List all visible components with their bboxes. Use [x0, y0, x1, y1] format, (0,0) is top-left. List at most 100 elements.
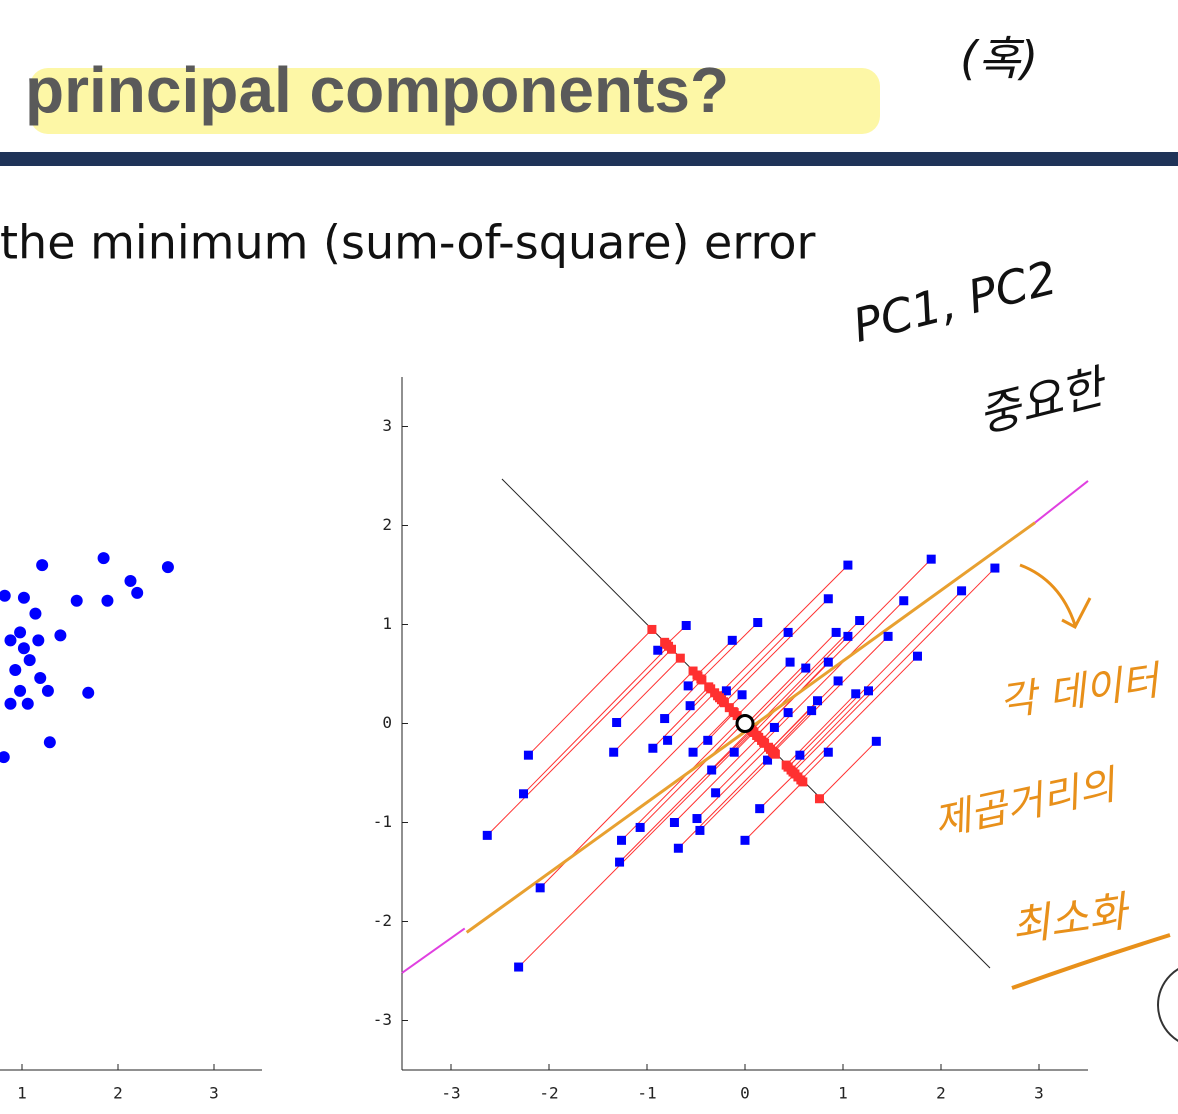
point	[863, 686, 873, 696]
point	[482, 830, 492, 840]
series-line	[401, 927, 466, 974]
annotation: 각 데이터	[997, 657, 1166, 725]
point	[843, 560, 853, 570]
point	[675, 653, 685, 663]
annotation: 최소화	[1008, 886, 1133, 951]
point	[833, 676, 843, 686]
point	[807, 706, 817, 716]
point	[813, 696, 823, 706]
point	[683, 681, 693, 691]
point	[663, 735, 673, 745]
annotation: PC1, PC2	[848, 250, 1062, 353]
projection-line	[692, 711, 734, 753]
arrow	[1019, 563, 1092, 630]
point	[912, 651, 922, 661]
projection-line	[652, 688, 712, 749]
slide-title: principal components?	[25, 54, 729, 126]
x-tick-label: -2	[539, 1084, 558, 1103]
point	[669, 818, 679, 827]
point	[17, 642, 30, 655]
projection-line	[696, 746, 769, 819]
point	[740, 835, 750, 845]
point	[70, 594, 83, 607]
projection-line	[756, 558, 932, 736]
x-tick-label: 3	[209, 1084, 219, 1103]
projection-line	[763, 600, 905, 743]
point	[763, 755, 773, 765]
projection-line	[773, 636, 889, 753]
point	[707, 765, 717, 775]
point	[514, 962, 524, 972]
point	[703, 735, 713, 745]
projection-line	[707, 712, 735, 741]
point	[711, 788, 721, 798]
point	[673, 843, 683, 853]
series-line	[1034, 480, 1089, 524]
point	[161, 561, 174, 574]
stamp	[1157, 968, 1178, 1042]
projection-line	[819, 740, 877, 800]
projection-line	[700, 622, 759, 680]
title-rule	[0, 152, 1178, 166]
point	[647, 624, 657, 634]
point	[29, 607, 42, 620]
y-tick-label: -1	[373, 812, 392, 831]
projection-line	[792, 567, 996, 773]
point	[724, 703, 734, 713]
point	[755, 804, 765, 814]
point	[14, 684, 27, 697]
x-tick-label: -1	[637, 1084, 656, 1103]
projection-line	[639, 722, 745, 828]
point	[0, 751, 10, 764]
point	[752, 730, 762, 740]
y-tick-label: 0	[382, 713, 392, 732]
projection-line	[674, 737, 760, 823]
point	[783, 762, 793, 772]
projection-line	[744, 781, 804, 841]
point	[21, 697, 34, 710]
point	[871, 736, 881, 746]
point	[814, 794, 824, 804]
point	[899, 596, 909, 606]
projection-line	[753, 636, 849, 733]
point	[801, 663, 811, 673]
annotation: (혹)	[960, 32, 1038, 86]
point	[759, 737, 769, 747]
point	[783, 708, 793, 718]
x-tick-label: -3	[441, 1084, 460, 1103]
projection-line	[800, 751, 829, 781]
point	[793, 772, 803, 782]
point	[17, 591, 30, 604]
point	[612, 718, 622, 728]
body-text: the minimum (sum-of-square) error	[0, 216, 816, 270]
y-tick-label: 2	[382, 515, 392, 534]
point	[695, 825, 705, 835]
point	[713, 691, 723, 701]
point	[823, 657, 833, 667]
point	[523, 750, 533, 760]
point	[883, 631, 893, 641]
point	[609, 747, 619, 757]
projection-line	[486, 648, 672, 836]
point	[82, 686, 95, 699]
projection-line	[616, 657, 681, 723]
point	[4, 697, 17, 710]
point	[97, 552, 110, 565]
point	[43, 736, 56, 749]
point	[688, 747, 698, 757]
x-tick-label: 2	[936, 1084, 946, 1103]
point	[662, 639, 672, 649]
projection-line	[747, 667, 807, 727]
annotation: 중요한	[973, 359, 1114, 443]
projection-line	[518, 731, 754, 968]
point	[0, 589, 11, 602]
point	[957, 586, 967, 596]
point	[41, 684, 54, 697]
point	[823, 594, 833, 604]
point	[721, 686, 731, 696]
projection-line	[772, 710, 812, 752]
point	[823, 747, 833, 757]
point	[735, 714, 755, 733]
